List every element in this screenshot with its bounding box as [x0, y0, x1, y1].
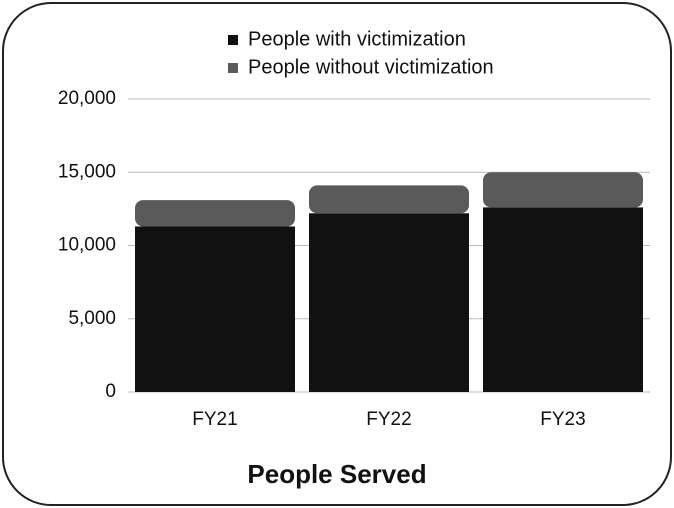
y-tick-label: 5,000	[68, 308, 116, 329]
y-tick-label: 20,000	[58, 88, 116, 109]
x-tick-label: FY21	[192, 409, 237, 430]
x-tick-label: FY23	[540, 409, 585, 430]
legend-marker	[228, 63, 238, 73]
legend-label: People with victimization	[248, 28, 466, 50]
bar-segment	[309, 213, 469, 392]
bar-segment	[483, 207, 643, 392]
chart-title: People Served	[247, 459, 426, 489]
legend-marker	[228, 35, 238, 45]
y-tick-label: 0	[105, 381, 116, 402]
legend-label: People without victimization	[248, 56, 494, 78]
y-tick-label: 10,000	[58, 235, 116, 256]
bar-segment	[135, 200, 295, 227]
bar-segment	[483, 172, 643, 208]
x-tick-label: FY22	[366, 409, 411, 430]
bar-segment	[135, 226, 295, 392]
bar-segment	[309, 185, 469, 214]
y-tick-label: 15,000	[58, 161, 116, 182]
